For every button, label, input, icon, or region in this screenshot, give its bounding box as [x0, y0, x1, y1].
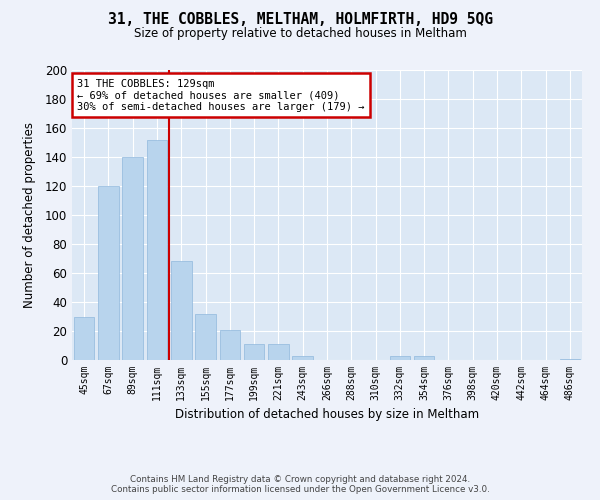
Text: 31 THE COBBLES: 129sqm
← 69% of detached houses are smaller (409)
30% of semi-de: 31 THE COBBLES: 129sqm ← 69% of detached… [77, 78, 365, 112]
X-axis label: Distribution of detached houses by size in Meltham: Distribution of detached houses by size … [175, 408, 479, 422]
Bar [414, 356, 434, 360]
Y-axis label: Number of detached properties: Number of detached properties [23, 122, 37, 308]
Bar [146, 140, 167, 360]
Text: 31, THE COBBLES, MELTHAM, HOLMFIRTH, HD9 5QG: 31, THE COBBLES, MELTHAM, HOLMFIRTH, HD9… [107, 12, 493, 28]
Bar [244, 344, 265, 360]
Text: Size of property relative to detached houses in Meltham: Size of property relative to detached ho… [134, 28, 466, 40]
Text: Contains HM Land Registry data © Crown copyright and database right 2024.
Contai: Contains HM Land Registry data © Crown c… [110, 474, 490, 494]
Bar [268, 344, 289, 360]
Bar [389, 356, 410, 360]
Bar [195, 314, 216, 360]
Bar [220, 330, 240, 360]
Bar [560, 358, 580, 360]
Bar [98, 186, 119, 360]
Bar [122, 157, 143, 360]
Bar [292, 356, 313, 360]
Bar [171, 262, 191, 360]
Bar [74, 316, 94, 360]
